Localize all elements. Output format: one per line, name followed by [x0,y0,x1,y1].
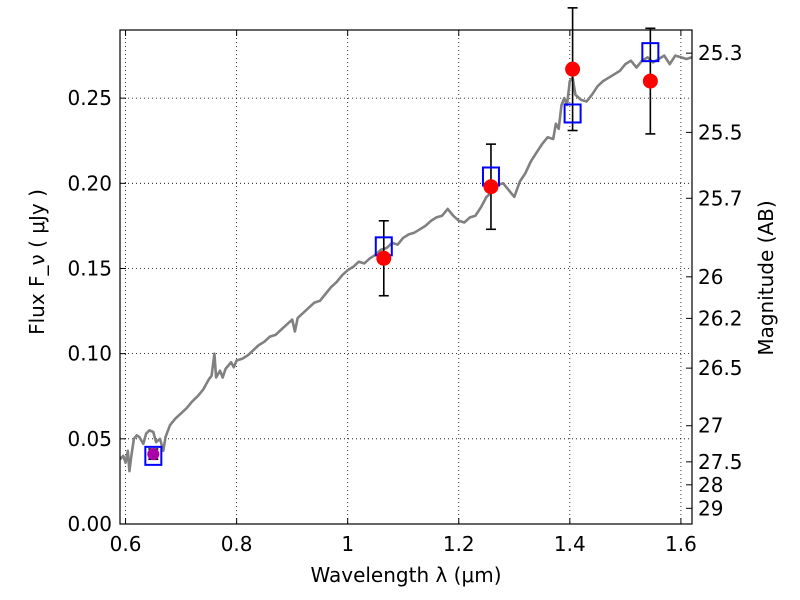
model-square-marker [563,103,582,124]
y2-tick-label: 26.5 [698,356,743,380]
spectrum-line [120,54,692,473]
observed-point-marker [376,250,392,266]
x-tick-label: 1.2 [443,532,475,556]
observed-point-marker [483,179,499,195]
observed-point-marker [565,61,581,77]
y2-tick-label: 27 [698,414,723,438]
x-tick-label: 0.6 [110,532,142,556]
x-tick-label: 1.6 [665,532,697,556]
ticks [120,30,692,525]
y2-tick-label: 27.5 [698,450,743,474]
x-axis-label: Wavelength λ (μm) [310,563,501,587]
x-tick-label: 1 [341,532,354,556]
y2-axis-label: Magnitude (AB) [754,200,778,355]
y-tick-label: 0.20 [67,171,112,195]
y-tick-label: 0.05 [67,427,112,451]
y2-tick-label: 29 [698,496,723,520]
y2-tick-label: 28 [698,473,723,497]
x-tick-label: 0.8 [221,532,253,556]
y2-tick-label: 26 [698,265,723,289]
y-tick-label: 0.15 [67,256,112,280]
y-axis-label: Flux F_ν ( μJy ) [25,189,49,335]
y2-tick-label: 25.7 [698,186,743,210]
markers-layer [144,7,660,466]
tick-labels: 0.6 0.8 1 1.2 1.4 1.6 0.00 0.05 0.10 0.15 0.20 0.25… [67,41,742,556]
y2-tick-label: 25.3 [698,41,743,65]
y-tick-label: 0.25 [67,86,112,110]
observed-point-marker [642,73,658,89]
y2-tick-label: 26.2 [698,306,743,330]
y2-tick-label: 25.5 [698,120,743,144]
y-tick-label: 0.00 [67,512,112,536]
observed-point-marker [147,448,160,461]
model-square-marker [144,445,163,466]
model-square-marker [641,42,660,63]
x-tick-label: 1.4 [554,532,586,556]
y-tick-label: 0.10 [67,342,112,366]
